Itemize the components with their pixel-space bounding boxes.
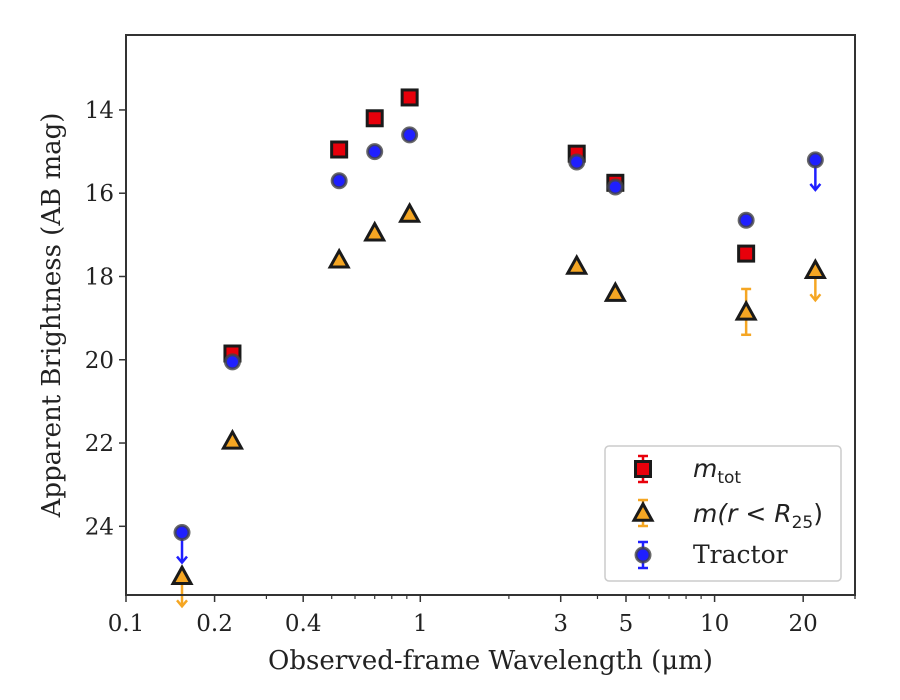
tractor-point xyxy=(806,151,824,169)
plot-frame xyxy=(125,34,856,596)
y-tick-label: 22 xyxy=(85,431,114,457)
series-tractor xyxy=(173,126,824,565)
m_tot-point xyxy=(365,109,384,128)
m_r25-upper-limit-arrow-head xyxy=(809,293,822,303)
m_r25-point xyxy=(398,201,422,223)
m_tot-point xyxy=(330,140,349,159)
tractor-upper-limit-arrow-head xyxy=(809,183,822,192)
x-tick-label: 10 xyxy=(700,611,729,637)
legend: mtot m(r < R25) Tractor xyxy=(604,445,842,582)
tractor-point xyxy=(223,353,241,371)
legend-box xyxy=(604,445,842,582)
legend-label-m-tot-sub: tot xyxy=(717,468,741,488)
m_r25-point xyxy=(603,281,627,302)
legend-markers xyxy=(631,454,655,570)
legend-label-m-r25-close: ) xyxy=(813,499,823,528)
x-tick-label: 1 xyxy=(413,611,428,637)
x-tick-label: 20 xyxy=(789,611,818,637)
x-tick-label: 3 xyxy=(553,611,568,637)
tractor-point xyxy=(330,172,348,190)
m_r25-point xyxy=(220,428,245,450)
legend-label-tractor: Tractor xyxy=(693,540,788,569)
tractor-point xyxy=(737,211,755,229)
m_r25-point xyxy=(734,299,758,321)
tractor-point xyxy=(401,126,419,144)
y-tick-label: 16 xyxy=(85,181,114,207)
legend-label-m-r25-sub: 25 xyxy=(792,513,814,533)
series-m_tot xyxy=(223,88,756,363)
x-tick-label: 0.2 xyxy=(196,611,233,637)
tractor-point xyxy=(606,178,624,196)
series-m_r25 xyxy=(170,201,827,609)
legend-marker-m_r25 xyxy=(631,500,655,522)
y-axis-label: Apparent Brightness (AB mag) xyxy=(37,113,67,519)
legend-label-m-r25-main: m(r < R xyxy=(693,499,792,528)
legend-marker-tractor xyxy=(634,546,652,564)
m_r25-point xyxy=(803,258,827,279)
y-tick-label: 14 xyxy=(85,98,114,124)
tractor-upper-limit-arrow-head xyxy=(176,555,188,565)
m_r25-point xyxy=(363,220,387,242)
m_r25-point xyxy=(565,253,589,275)
x-tick-label: 5 xyxy=(619,611,634,637)
y-tick-label: 20 xyxy=(85,348,114,374)
data-marks xyxy=(170,88,827,609)
m_tot-point xyxy=(400,88,419,107)
x-tick-label: 0.1 xyxy=(108,611,145,637)
y-tick-label: 18 xyxy=(85,264,114,290)
legend-label-m-tot-base: m xyxy=(693,454,717,483)
tractor-point xyxy=(173,524,191,542)
x-axis-ticks: 0.1 0.2 0.4 1 3 5 10 20 xyxy=(108,595,856,637)
x-axis-label: Observed-frame Wavelength (μm) xyxy=(268,646,713,676)
m_r25-upper-limit-arrow-head xyxy=(176,599,188,609)
tractor-point xyxy=(366,143,384,161)
x-tick-label: 0.4 xyxy=(285,611,322,637)
m_tot-point xyxy=(737,244,756,263)
tractor-point xyxy=(568,153,586,171)
m_r25-point xyxy=(327,247,351,269)
legend-label-m-tot: mtot xyxy=(693,454,741,488)
legend-label-m-r25: m(r < R25) xyxy=(693,499,823,533)
y-axis-ticks: 14 16 18 20 22 24 xyxy=(85,98,126,540)
y-tick-label: 24 xyxy=(85,514,114,540)
legend-marker-m_tot xyxy=(634,460,652,478)
m_r25-point xyxy=(170,564,194,585)
